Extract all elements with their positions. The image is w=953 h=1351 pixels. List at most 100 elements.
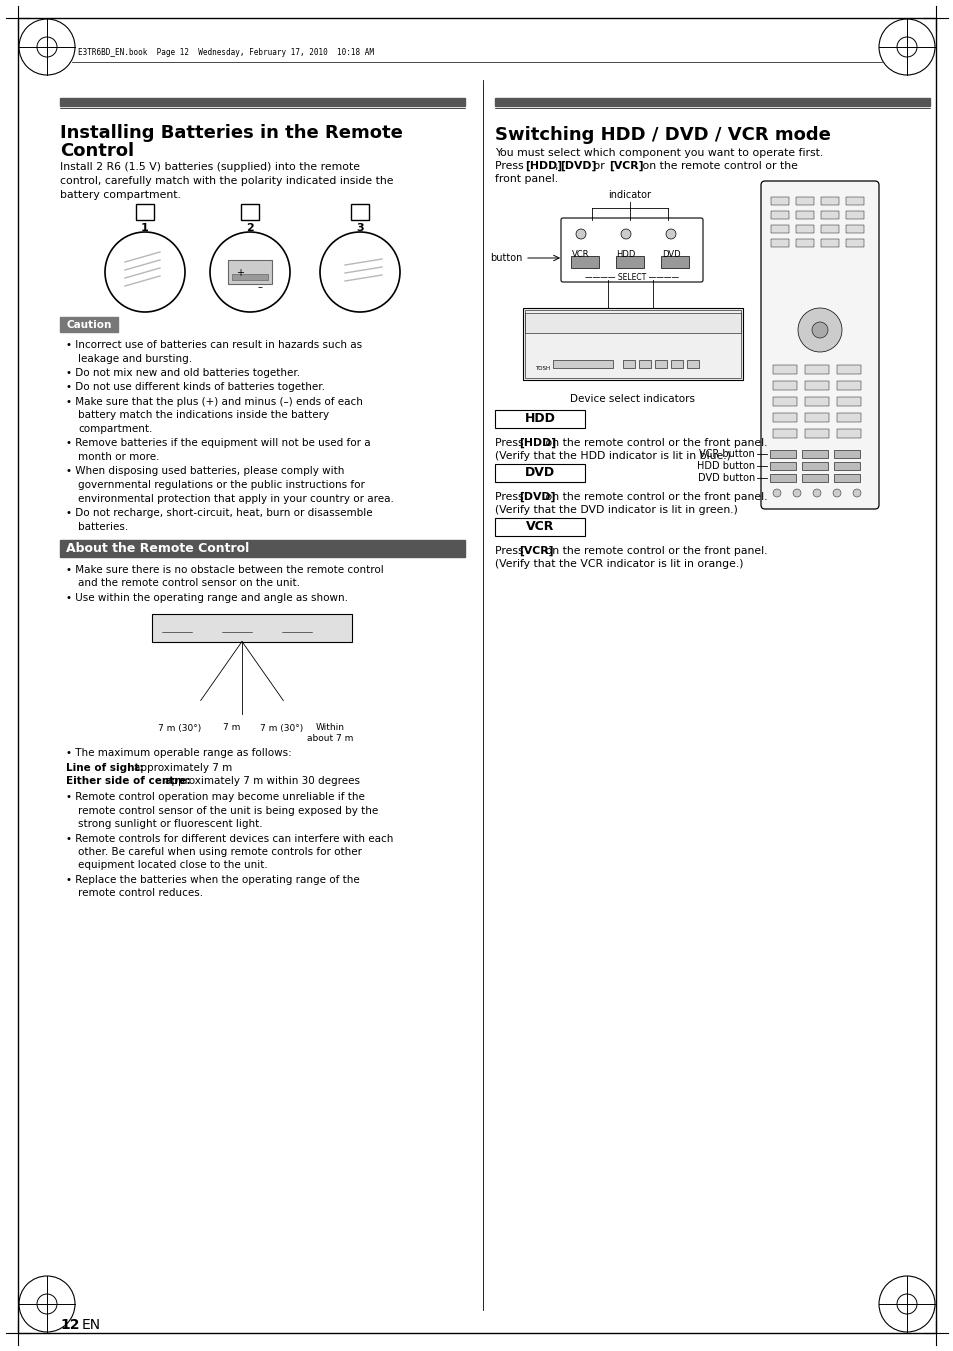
Bar bbox=[836, 397, 861, 407]
Bar bbox=[524, 313, 740, 332]
Bar bbox=[495, 409, 584, 428]
Text: • Use within the operating range and angle as shown.: • Use within the operating range and ang… bbox=[66, 593, 348, 603]
Text: About the Remote Control: About the Remote Control bbox=[66, 542, 249, 555]
Bar bbox=[553, 359, 613, 367]
Bar bbox=[770, 226, 788, 232]
Text: other. Be careful when using remote controls for other: other. Be careful when using remote cont… bbox=[78, 847, 361, 857]
Bar bbox=[845, 226, 863, 232]
Circle shape bbox=[797, 308, 841, 353]
Text: • Replace the batteries when the operating range of the: • Replace the batteries when the operati… bbox=[66, 875, 359, 885]
Text: (Verify that the DVD indicator is lit in green.): (Verify that the DVD indicator is lit in… bbox=[495, 505, 737, 515]
Bar bbox=[836, 413, 861, 422]
Bar bbox=[232, 274, 268, 280]
Bar bbox=[795, 226, 813, 232]
Circle shape bbox=[665, 230, 676, 239]
Bar bbox=[836, 365, 861, 374]
Bar bbox=[833, 462, 859, 470]
Text: Line of sight:: Line of sight: bbox=[66, 763, 144, 773]
Bar bbox=[795, 239, 813, 247]
Bar bbox=[836, 381, 861, 390]
Circle shape bbox=[772, 489, 781, 497]
Bar bbox=[769, 474, 795, 482]
Bar bbox=[833, 450, 859, 458]
Text: • Incorrect use of batteries can result in hazards such as: • Incorrect use of batteries can result … bbox=[66, 340, 362, 350]
Bar bbox=[772, 365, 796, 374]
Text: 12: 12 bbox=[60, 1319, 79, 1332]
Text: 1: 1 bbox=[141, 223, 149, 232]
Text: approximately 7 m within 30 degrees: approximately 7 m within 30 degrees bbox=[165, 777, 359, 786]
Bar bbox=[770, 211, 788, 219]
Text: +: + bbox=[235, 267, 244, 278]
Bar bbox=[769, 450, 795, 458]
Text: governmental regulations or the public instructions for: governmental regulations or the public i… bbox=[78, 480, 364, 490]
Bar bbox=[772, 413, 796, 422]
Text: • Remove batteries if the equipment will not be used for a: • Remove batteries if the equipment will… bbox=[66, 439, 370, 449]
Circle shape bbox=[812, 489, 821, 497]
Bar bbox=[804, 365, 828, 374]
Text: button: button bbox=[490, 253, 522, 263]
Text: Control: Control bbox=[60, 142, 134, 159]
Bar bbox=[772, 430, 796, 438]
Text: Press: Press bbox=[495, 161, 527, 172]
Bar bbox=[60, 317, 118, 332]
Text: Install 2 R6 (1.5 V) batteries (supplied) into the remote
control, carefully mat: Install 2 R6 (1.5 V) batteries (supplied… bbox=[60, 162, 393, 200]
Circle shape bbox=[811, 322, 827, 338]
Text: [VCR]: [VCR] bbox=[608, 161, 643, 172]
Text: [HDD]: [HDD] bbox=[524, 161, 561, 172]
FancyBboxPatch shape bbox=[760, 181, 878, 509]
Bar bbox=[351, 204, 369, 220]
Bar bbox=[660, 255, 688, 267]
Text: Press: Press bbox=[495, 546, 527, 557]
Bar bbox=[152, 613, 352, 642]
Bar bbox=[836, 430, 861, 438]
Text: compartment.: compartment. bbox=[78, 424, 152, 434]
Bar bbox=[60, 540, 464, 557]
Text: leakage and bursting.: leakage and bursting. bbox=[78, 354, 192, 363]
Bar bbox=[622, 359, 635, 367]
Text: HDD: HDD bbox=[524, 412, 555, 426]
Text: [DVD]: [DVD] bbox=[519, 492, 556, 503]
Text: and the remote control sensor on the unit.: and the remote control sensor on the uni… bbox=[78, 578, 299, 589]
Bar bbox=[795, 211, 813, 219]
Text: Either side of centre:: Either side of centre: bbox=[66, 777, 191, 786]
Text: (Verify that the VCR indicator is lit in orange.): (Verify that the VCR indicator is lit in… bbox=[495, 559, 742, 569]
Text: 7 m (30°): 7 m (30°) bbox=[158, 724, 201, 732]
FancyBboxPatch shape bbox=[560, 218, 702, 282]
Bar bbox=[228, 259, 272, 284]
Text: • Do not recharge, short-circuit, heat, burn or disassemble: • Do not recharge, short-circuit, heat, … bbox=[66, 508, 373, 517]
Text: environmental protection that apply in your country or area.: environmental protection that apply in y… bbox=[78, 493, 394, 504]
Bar bbox=[670, 359, 682, 367]
Bar bbox=[241, 204, 258, 220]
Bar bbox=[522, 308, 742, 380]
Bar bbox=[772, 397, 796, 407]
Bar bbox=[801, 450, 827, 458]
Text: • Remote controls for different devices can interfere with each: • Remote controls for different devices … bbox=[66, 834, 393, 843]
Text: VCR button: VCR button bbox=[699, 449, 754, 459]
Text: [HDD]: [HDD] bbox=[519, 438, 557, 449]
Text: • Remote control operation may become unreliable if the: • Remote control operation may become un… bbox=[66, 792, 364, 802]
Text: • The maximum operable range as follows:: • The maximum operable range as follows: bbox=[66, 748, 292, 758]
Text: DVD button: DVD button bbox=[697, 473, 754, 484]
Text: EN: EN bbox=[82, 1319, 101, 1332]
Text: • Make sure there is no obstacle between the remote control: • Make sure there is no obstacle between… bbox=[66, 565, 383, 576]
Bar bbox=[845, 197, 863, 205]
Bar bbox=[772, 381, 796, 390]
Text: You must select which component you want to operate first.: You must select which component you want… bbox=[495, 149, 822, 158]
Text: remote control reduces.: remote control reduces. bbox=[78, 889, 203, 898]
Bar bbox=[821, 239, 838, 247]
Text: Installing Batteries in the Remote: Installing Batteries in the Remote bbox=[60, 124, 402, 142]
Text: (Verify that the HDD indicator is lit in blue.): (Verify that the HDD indicator is lit in… bbox=[495, 451, 730, 461]
Text: DVD: DVD bbox=[524, 466, 555, 480]
Text: on the remote control or the front panel.: on the remote control or the front panel… bbox=[541, 546, 767, 557]
Bar bbox=[571, 255, 598, 267]
Text: TOSH: TOSH bbox=[535, 366, 550, 372]
Text: 2: 2 bbox=[246, 223, 253, 232]
Bar bbox=[136, 204, 153, 220]
Text: equipment located close to the unit.: equipment located close to the unit. bbox=[78, 861, 268, 870]
Text: Switching HDD / DVD / VCR mode: Switching HDD / DVD / VCR mode bbox=[495, 126, 830, 145]
Bar bbox=[795, 197, 813, 205]
Text: DVD: DVD bbox=[661, 250, 679, 259]
Text: on the remote control or the front panel.: on the remote control or the front panel… bbox=[541, 492, 767, 503]
Text: Device select indicators: Device select indicators bbox=[570, 394, 695, 404]
Bar bbox=[60, 99, 464, 105]
